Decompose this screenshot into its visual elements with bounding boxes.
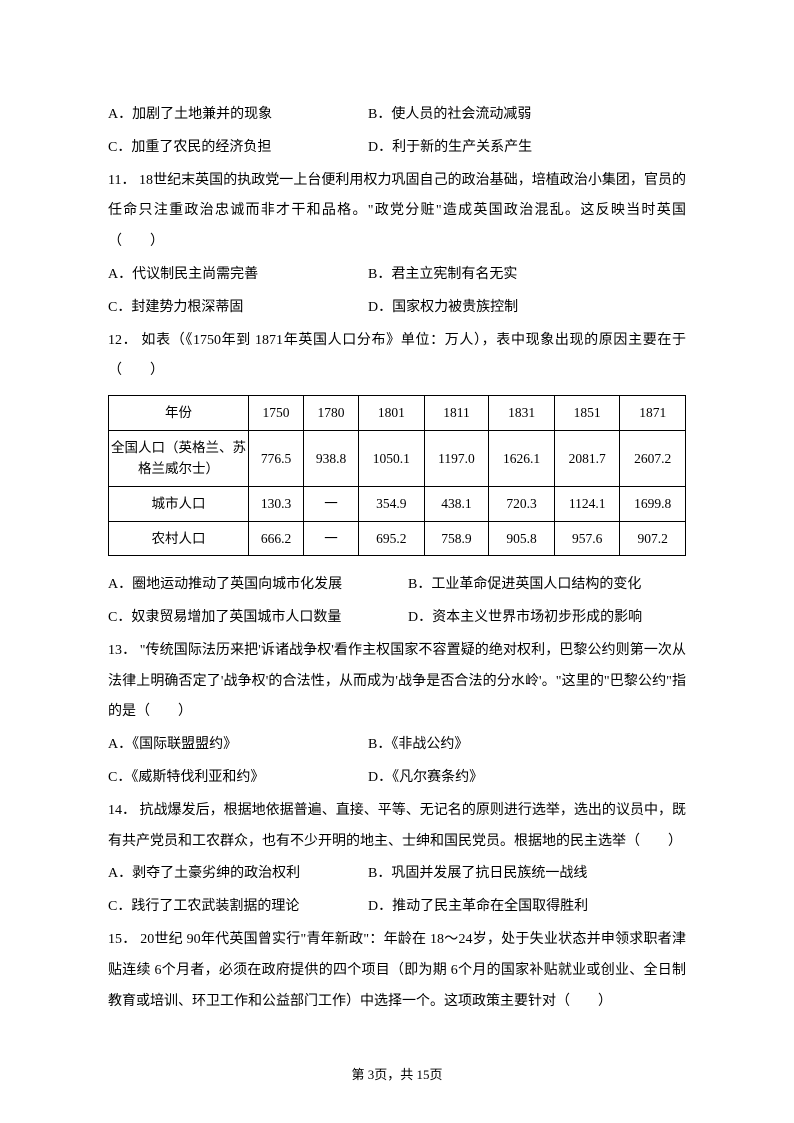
q12-options-row2: C．奴隶贸易增加了英国城市人口数量 D．资本主义世界市场初步形成的影响 — [108, 603, 686, 634]
table-row: 城市人口 130.3 一 354.9 438.1 720.3 1124.1 16… — [109, 486, 686, 521]
table-cell: 720.3 — [489, 486, 555, 521]
table-cell: 一 — [304, 521, 359, 556]
table-cell: 2081.7 — [554, 430, 620, 486]
table-cell: 905.8 — [489, 521, 555, 556]
table-header-cell: 年份 — [109, 396, 249, 431]
q14-option-b: B．巩固并发展了抗日民族统一战线 — [368, 859, 686, 890]
q14-stem: 14． 抗战爆发后，根据地依据普遍、直接、平等、无记名的原则进行选举，选出的议员… — [108, 796, 686, 858]
q11-options-row1: A．代议制民主尚需完善 B．君主立宪制有名无实 — [108, 260, 686, 291]
q13-options-row2: C．《威斯特伐利亚和约》 D．《凡尔赛条约》 — [108, 763, 686, 794]
q10-option-c: C．加重了农民的经济负担 — [108, 133, 368, 164]
q11-option-c: C．封建势力根深蒂固 — [108, 293, 368, 324]
table-cell: 1197.0 — [424, 430, 489, 486]
q11-stem: 11． 18世纪末英国的执政党一上台便利用权力巩固自己的政治基础，培植政治小集团… — [108, 166, 686, 258]
q12-option-c: C．奴隶贸易增加了英国城市人口数量 — [108, 603, 408, 634]
table-cell: 758.9 — [424, 521, 489, 556]
q13-options-row1: A．《国际联盟盟约》 B．《非战公约》 — [108, 730, 686, 761]
table-cell: 农村人口 — [109, 521, 249, 556]
table-header-cell: 1851 — [554, 396, 620, 431]
table-cell: 907.2 — [620, 521, 686, 556]
table-header-cell: 1831 — [489, 396, 555, 431]
table-cell: 1699.8 — [620, 486, 686, 521]
q10-option-a: A．加剧了土地兼并的现象 — [108, 100, 368, 131]
q14-option-d: D．推动了民主革命在全国取得胜利 — [368, 892, 686, 923]
table-cell: 938.8 — [304, 430, 359, 486]
q11-option-d: D．国家权力被贵族控制 — [368, 293, 686, 324]
q10-option-d: D．利于新的生产关系产生 — [368, 133, 686, 164]
q12-table: 年份 1750 1780 1801 1811 1831 1851 1871 全国… — [108, 395, 686, 556]
q13-option-a: A．《国际联盟盟约》 — [108, 730, 368, 761]
table-row: 全国人口（英格兰、苏格兰威尔士） 776.5 938.8 1050.1 1197… — [109, 430, 686, 486]
q11-options-row2: C．封建势力根深蒂固 D．国家权力被贵族控制 — [108, 293, 686, 324]
q15-stem: 15． 20世纪 90年代英国曾实行"青年新政"：年龄在 18～24岁，处于失业… — [108, 925, 686, 1017]
q14-option-a: A．剥夺了土豪劣绅的政治权利 — [108, 859, 368, 890]
q10-options-row1: A．加剧了土地兼并的现象 B．使人员的社会流动减弱 — [108, 100, 686, 131]
table-cell: 354.9 — [359, 486, 425, 521]
q13-option-b: B．《非战公约》 — [368, 730, 686, 761]
table-cell: 438.1 — [424, 486, 489, 521]
table-cell: 城市人口 — [109, 486, 249, 521]
table-cell: 776.5 — [249, 430, 304, 486]
table-cell: 1050.1 — [359, 430, 425, 486]
q14-options-row1: A．剥夺了土豪劣绅的政治权利 B．巩固并发展了抗日民族统一战线 — [108, 859, 686, 890]
table-header-cell: 1750 — [249, 396, 304, 431]
table-cell: 全国人口（英格兰、苏格兰威尔士） — [109, 430, 249, 486]
q12-stem: 12． 如表（《1750年到 1871年英国人口分布》单位：万人），表中现象出现… — [108, 326, 686, 388]
q12-options-row1: A．圈地运动推动了英国向城市化发展 B．工业革命促进英国人口结构的变化 — [108, 570, 686, 601]
table-cell: 957.6 — [554, 521, 620, 556]
q12-option-b: B．工业革命促进英国人口结构的变化 — [408, 570, 686, 601]
table-cell: 666.2 — [249, 521, 304, 556]
table-cell: 130.3 — [249, 486, 304, 521]
table-header-cell: 1801 — [359, 396, 425, 431]
q10-options-row2: C．加重了农民的经济负担 D．利于新的生产关系产生 — [108, 133, 686, 164]
q13-option-d: D．《凡尔赛条约》 — [368, 763, 686, 794]
q14-option-c: C．践行了工农武装割据的理论 — [108, 892, 368, 923]
table-header-cell: 1811 — [424, 396, 489, 431]
q13-option-c: C．《威斯特伐利亚和约》 — [108, 763, 368, 794]
table-cell: 2607.2 — [620, 430, 686, 486]
q11-option-b: B．君主立宪制有名无实 — [368, 260, 686, 291]
table-header-cell: 1780 — [304, 396, 359, 431]
q11-option-a: A．代议制民主尚需完善 — [108, 260, 368, 291]
table-cell: 1626.1 — [489, 430, 555, 486]
table-row: 农村人口 666.2 一 695.2 758.9 905.8 957.6 907… — [109, 521, 686, 556]
table-cell: 一 — [304, 486, 359, 521]
table-header-row: 年份 1750 1780 1801 1811 1831 1851 1871 — [109, 396, 686, 431]
table-header-cell: 1871 — [620, 396, 686, 431]
q10-option-b: B．使人员的社会流动减弱 — [368, 100, 686, 131]
q14-options-row2: C．践行了工农武装割据的理论 D．推动了民主革命在全国取得胜利 — [108, 892, 686, 923]
table-cell: 695.2 — [359, 521, 425, 556]
q12-option-d: D．资本主义世界市场初步形成的影响 — [408, 603, 686, 634]
q12-option-a: A．圈地运动推动了英国向城市化发展 — [108, 570, 408, 601]
page-footer: 第 3页，共 15页 — [0, 1067, 794, 1083]
table-cell: 1124.1 — [554, 486, 620, 521]
q13-stem: 13． "传统国际法历来把'诉诸战争权'看作主权国家不容置疑的绝对权利，巴黎公约… — [108, 636, 686, 728]
